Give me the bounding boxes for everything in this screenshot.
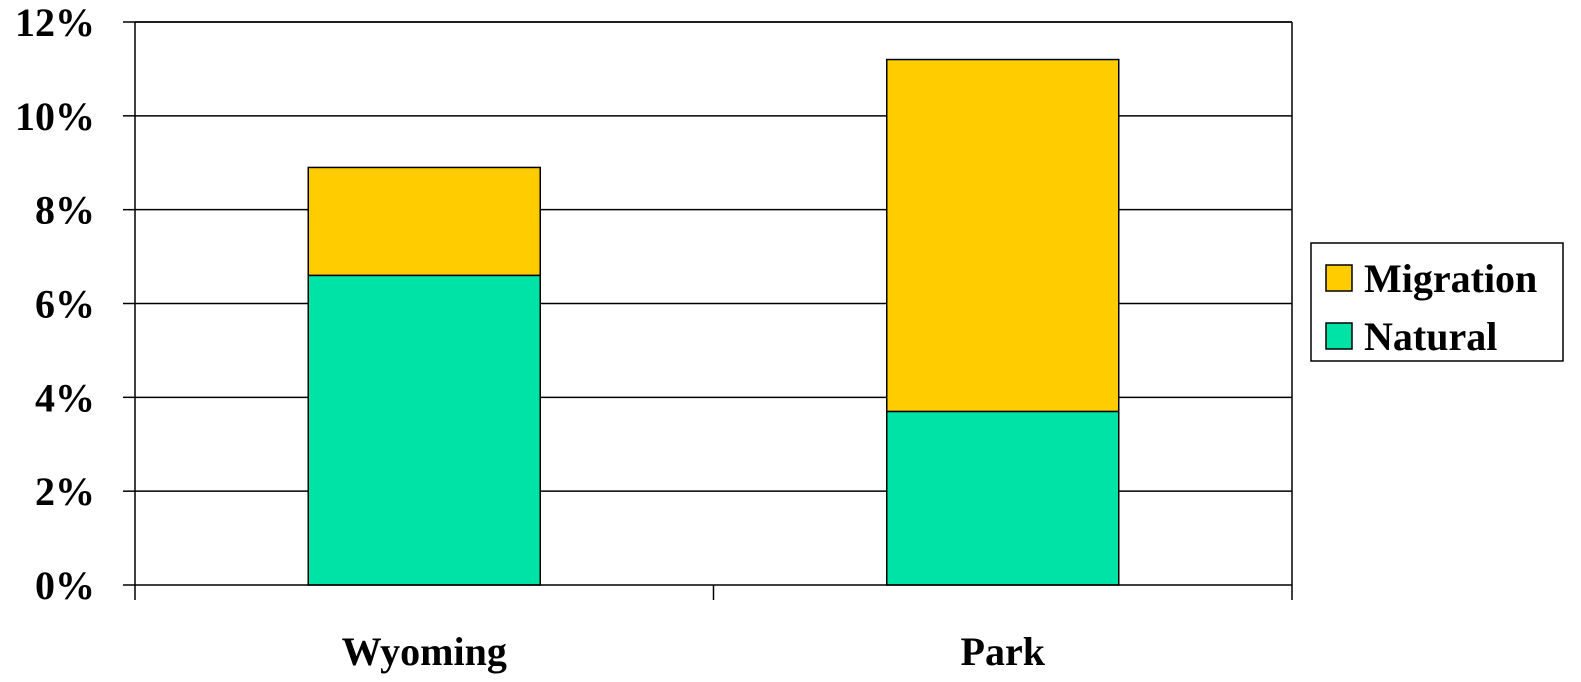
legend-swatch-natural: [1325, 322, 1353, 350]
bar-natural-wyoming: [307, 274, 541, 586]
x-category-labels: Wyoming Park: [342, 629, 1046, 674]
bars: [307, 58, 1120, 586]
bar-migration-wyoming: [307, 166, 541, 277]
y-tick-label: 6%: [35, 282, 95, 327]
x-category-label: Wyoming: [342, 629, 507, 674]
axes: [123, 21, 1293, 600]
bar-natural-park: [886, 410, 1120, 586]
y-tick-label: 2%: [35, 469, 95, 514]
legend: Migration Natural: [1310, 242, 1564, 362]
y-tick-label: 0%: [35, 563, 95, 608]
y-tick-label: 12%: [15, 0, 95, 45]
y-tick-labels: 0% 2% 4% 6% 8% 10% 12%: [15, 0, 95, 608]
y-tick-label: 10%: [15, 94, 95, 139]
y-tick-label: 4%: [35, 375, 95, 420]
bar-migration-park: [886, 58, 1120, 413]
legend-swatch-migration: [1325, 264, 1353, 292]
x-category-label: Park: [961, 629, 1046, 674]
legend-label-natural: Natural: [1364, 314, 1497, 359]
legend-label-migration: Migration: [1364, 256, 1537, 301]
legend-box: [1310, 242, 1564, 362]
y-tick-label: 8%: [35, 188, 95, 233]
